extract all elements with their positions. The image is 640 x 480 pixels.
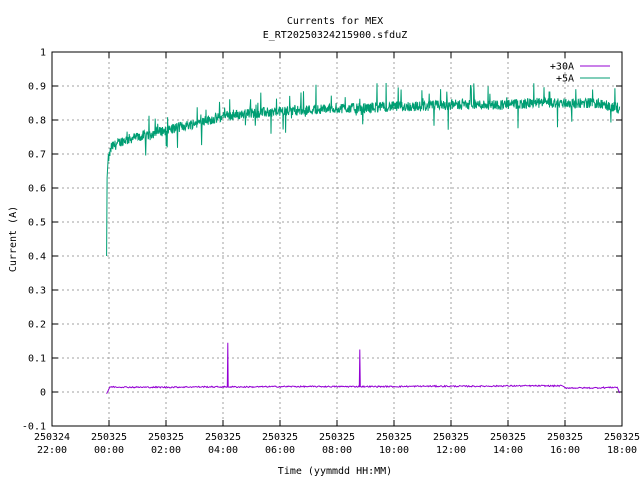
y-axis-ticks: -0.1 0 0.1 0.2 0.3 0.4 0.5 0.6 0.7 0.8 0.9 1 (22, 48, 622, 433)
x-tick-time: 16:00 (550, 445, 580, 456)
x-tick-date: 250325 (547, 432, 583, 443)
legend-label-5a: +5A (556, 74, 574, 85)
y-tick-label: -0.1 (22, 422, 46, 433)
y-tick-label: 0.7 (28, 150, 46, 161)
x-tick-time: 04:00 (208, 445, 238, 456)
x-tick-time: 10:00 (379, 445, 409, 456)
x-axis-label: Time (yymmdd HH:MM) (278, 466, 392, 477)
y-axis-label: Current (A) (8, 206, 19, 272)
y-tick-label: 0.9 (28, 82, 46, 93)
x-tick-time: 02:00 (151, 445, 181, 456)
x-tick-date: 250325 (148, 432, 184, 443)
x-tick-time: 18:00 (607, 445, 637, 456)
x-tick-date: 250325 (433, 432, 469, 443)
chart-subtitle: E_RT20250324215900.sfduZ (263, 30, 408, 41)
y-tick-label: 0.1 (28, 354, 46, 365)
x-tick-time: 00:00 (94, 445, 124, 456)
x-tick-date: 250325 (604, 432, 640, 443)
x-tick-date: 250325 (262, 432, 298, 443)
x-tick-date: 250324 (34, 432, 70, 443)
x-tick-time: 12:00 (436, 445, 466, 456)
y-tick-label: 0.4 (28, 252, 46, 263)
x-tick-time: 08:00 (322, 445, 352, 456)
x-axis-ticks: 250324 22:00 250325 00:00 250325 02:00 250325 0… (34, 52, 640, 456)
x-tick-time: 06:00 (265, 445, 295, 456)
x-tick-date: 250325 (319, 432, 355, 443)
y-tick-label: 0 (40, 388, 46, 399)
x-tick-date: 250325 (91, 432, 127, 443)
series-line-30a (106, 342, 621, 394)
x-tick-date: 250325 (205, 432, 241, 443)
x-tick-date: 250325 (490, 432, 526, 443)
y-tick-label: 0.5 (28, 218, 46, 229)
x-tick-date: 250325 (376, 432, 412, 443)
y-tick-label: 0.8 (28, 116, 46, 127)
series-group (106, 82, 621, 394)
chart-title: Currents for MEX (287, 16, 383, 27)
y-tick-label: 0.3 (28, 286, 46, 297)
x-tick-time: 14:00 (493, 445, 523, 456)
plot-frame (51, 51, 623, 427)
legend-label-30a: +30A (550, 62, 574, 73)
x-tick-time: 22:00 (37, 445, 67, 456)
y-tick-label: 1 (40, 48, 46, 59)
legend: +30A+5A (550, 62, 610, 85)
y-tick-label: 0.6 (28, 184, 46, 195)
y-tick-label: 0.2 (28, 320, 46, 331)
grid-lines (52, 52, 622, 426)
series-line-5a (106, 82, 621, 257)
